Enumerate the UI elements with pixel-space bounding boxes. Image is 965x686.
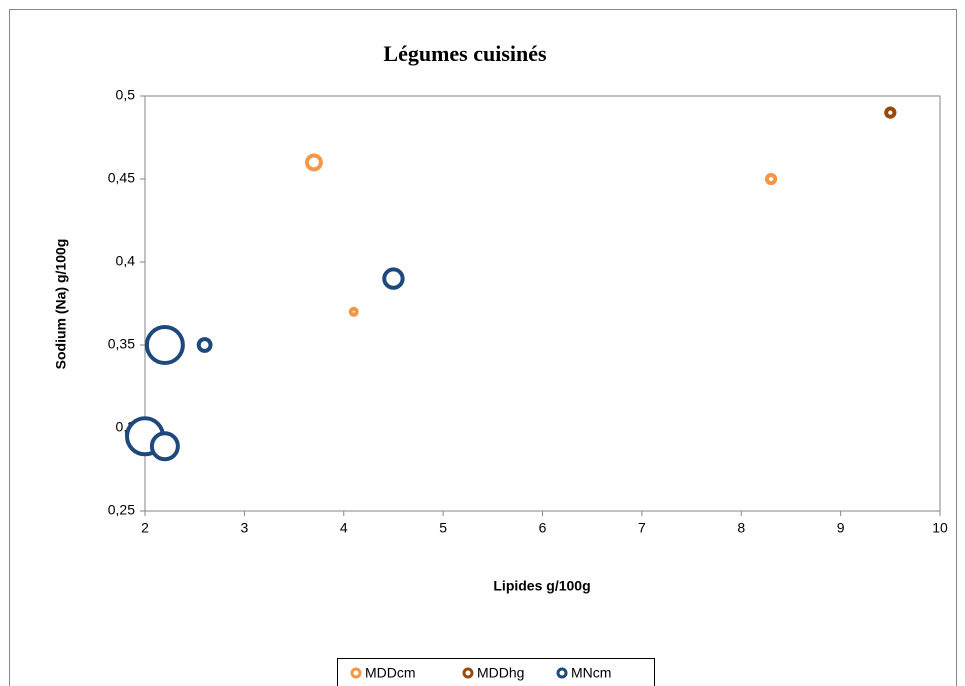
y-tick-label: 0,5 [116, 87, 136, 103]
x-tick-label: 3 [240, 520, 248, 536]
x-tick-label: 10 [932, 520, 948, 536]
bubble [144, 325, 185, 365]
x-axis-label: Lipides g/100g [493, 578, 590, 594]
legend-marker [556, 667, 568, 679]
x-tick-label: 4 [340, 520, 348, 536]
bubble [304, 153, 323, 172]
y-tick-label: 0,25 [108, 502, 135, 518]
bubble [884, 106, 897, 119]
bubble [149, 431, 180, 462]
legend-marker [462, 667, 474, 679]
bubble [348, 306, 359, 317]
y-tick-label: 0,4 [116, 253, 136, 269]
x-tick-label: 5 [439, 520, 447, 536]
x-tick-label: 9 [837, 520, 845, 536]
y-tick-label: 0,45 [108, 170, 135, 186]
x-tick-label: 2 [141, 520, 149, 536]
legend [337, 658, 655, 686]
legend-label: MDDhg [477, 665, 524, 681]
x-tick-label: 7 [638, 520, 646, 536]
y-axis-label: Sodium (Na) g/100g [53, 239, 69, 370]
y-tick-label: 0,35 [108, 336, 135, 352]
bubble [196, 337, 213, 353]
legend-label: MDDcm [365, 665, 416, 681]
x-tick-label: 6 [539, 520, 547, 536]
legend-label: MNcm [571, 665, 611, 681]
bubble [382, 267, 405, 290]
bubble [764, 172, 778, 186]
chart-title: Légumes cuisinés [383, 41, 547, 66]
x-tick-label: 8 [737, 520, 745, 536]
legend-marker [350, 667, 362, 679]
